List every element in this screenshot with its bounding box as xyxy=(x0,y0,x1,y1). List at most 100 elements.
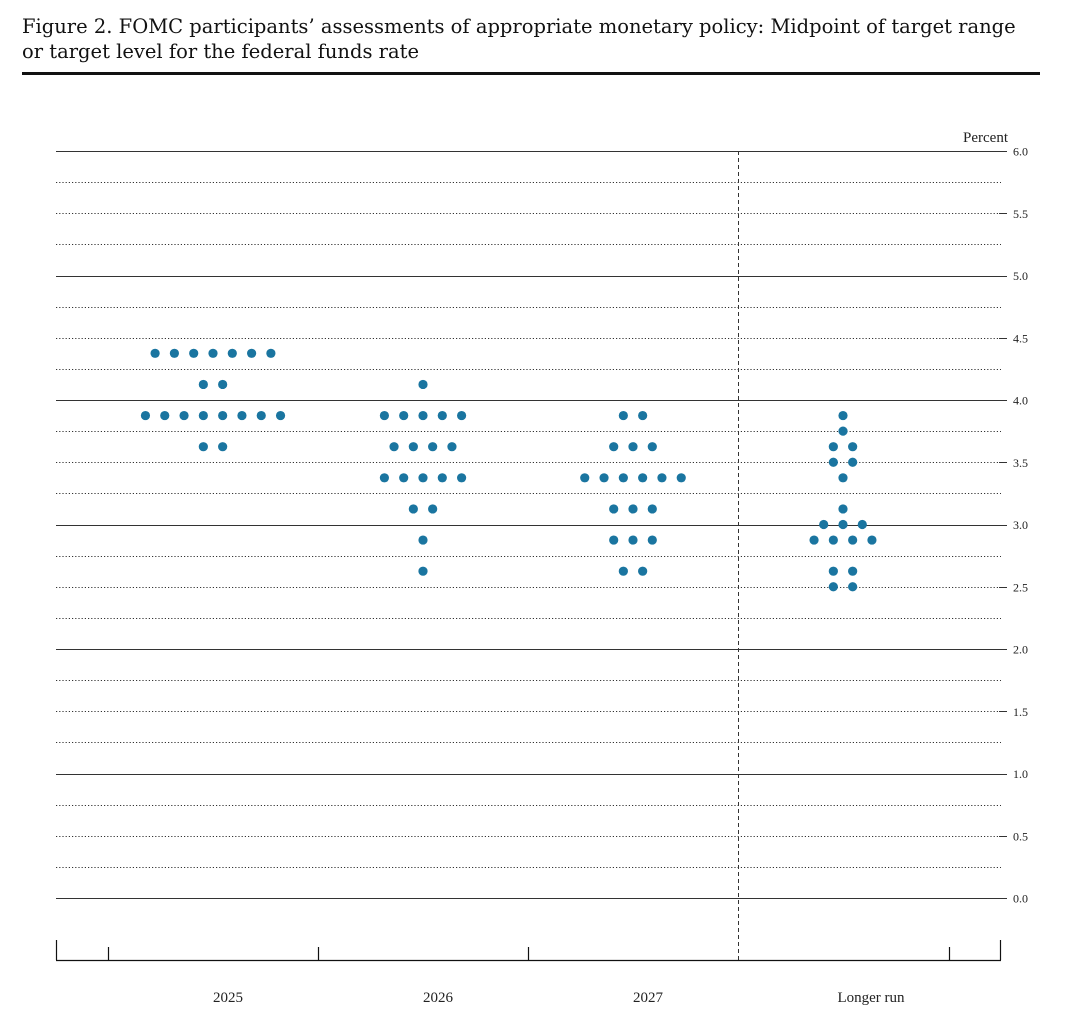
data-dot xyxy=(418,566,428,576)
data-dot xyxy=(437,410,447,421)
data-dot xyxy=(848,457,858,467)
data-dot xyxy=(198,442,208,452)
data-dot xyxy=(848,566,858,576)
data-dot xyxy=(399,473,409,483)
x-category-label: 2025 xyxy=(213,990,243,1006)
data-dot xyxy=(828,535,838,545)
data-dot xyxy=(256,410,266,421)
data-dot xyxy=(580,473,590,483)
data-dot xyxy=(418,535,428,545)
data-dot xyxy=(828,457,838,467)
data-dot xyxy=(408,504,418,514)
data-dot xyxy=(399,410,409,421)
y-tick-label: 4.0 xyxy=(1013,394,1028,408)
data-dot xyxy=(828,442,838,452)
data-dot xyxy=(599,473,609,483)
data-dot xyxy=(838,426,848,436)
data-dot xyxy=(218,379,228,390)
axes xyxy=(55,151,1002,962)
data-dot xyxy=(809,535,819,545)
data-dot xyxy=(638,410,648,421)
data-dot xyxy=(379,410,389,421)
data-dot xyxy=(160,410,170,421)
data-dot xyxy=(848,535,858,545)
data-dot xyxy=(838,504,848,514)
data-dot xyxy=(275,410,286,421)
data-dot xyxy=(638,473,648,483)
data-dot xyxy=(198,410,208,421)
x-category-label: 2027 xyxy=(633,990,664,1006)
data-dot xyxy=(247,348,257,358)
data-dot xyxy=(140,410,151,421)
gridlines xyxy=(56,151,1007,899)
data-dot xyxy=(838,473,848,483)
data-dot xyxy=(819,519,829,530)
data-dot xyxy=(379,473,389,483)
y-tick-label: 0.5 xyxy=(1013,829,1028,843)
y-tick-label: 0.0 xyxy=(1013,892,1028,906)
y-tick-label: 2.0 xyxy=(1013,643,1028,657)
data-dot xyxy=(676,473,686,483)
data-dot xyxy=(828,582,838,592)
data-dot xyxy=(618,566,628,576)
data-dot xyxy=(647,504,657,514)
data-dot xyxy=(418,410,428,421)
data-dot xyxy=(218,442,228,452)
data-dot xyxy=(857,519,867,530)
data-points xyxy=(140,348,877,592)
data-dot xyxy=(867,535,877,545)
data-dot xyxy=(437,473,447,483)
data-dot xyxy=(609,504,619,514)
data-dot xyxy=(218,410,228,421)
data-dot xyxy=(609,535,619,545)
data-dot xyxy=(418,473,428,483)
data-dot xyxy=(447,442,457,452)
data-dot xyxy=(657,473,667,483)
data-dot xyxy=(418,379,428,390)
data-dot xyxy=(227,348,237,358)
labels: Percent 0.0 0.5 1.0 1.5 2.0 2.5 3.0 3.5 4.0 4.5 5.… xyxy=(213,130,1028,1006)
data-dot xyxy=(838,410,848,421)
x-category-label: 2026 xyxy=(423,990,454,1006)
data-dot xyxy=(828,566,838,576)
y-tick-label: 1.5 xyxy=(1013,705,1028,719)
y-tick-label: 3.0 xyxy=(1013,518,1028,532)
data-dot xyxy=(628,442,638,452)
y-tick-label: 6.0 xyxy=(1013,145,1028,159)
data-dot xyxy=(838,519,848,530)
data-dot xyxy=(389,442,399,452)
y-tick-label: 2.5 xyxy=(1013,580,1028,594)
data-dot xyxy=(198,379,208,390)
data-dot xyxy=(647,442,657,452)
data-dot xyxy=(628,504,638,514)
data-dot xyxy=(408,442,418,452)
y-tick-label: 3.5 xyxy=(1013,456,1028,470)
y-tick-label: 5.0 xyxy=(1013,269,1028,283)
data-dot xyxy=(618,410,628,421)
data-dot xyxy=(609,442,619,452)
y-tick-label: 1.0 xyxy=(1013,767,1028,781)
data-dot xyxy=(848,582,858,592)
y-tick-label: 4.5 xyxy=(1013,331,1028,345)
data-dot xyxy=(169,348,179,358)
data-dot xyxy=(237,410,247,421)
data-dot xyxy=(647,535,657,545)
title-rule xyxy=(22,72,1040,75)
x-category-label: Longer run xyxy=(837,990,905,1006)
data-dot xyxy=(428,504,438,514)
data-dot xyxy=(189,348,199,358)
data-dot xyxy=(266,348,276,358)
data-dot xyxy=(628,535,638,545)
figure-title: Figure 2. FOMC participants’ assessments… xyxy=(22,15,1016,63)
data-dot xyxy=(150,348,160,358)
y-tick-label: 5.5 xyxy=(1013,207,1028,221)
y-axis-label: Percent xyxy=(963,130,1009,146)
data-dot xyxy=(457,473,467,483)
data-dot xyxy=(428,442,438,452)
data-dot xyxy=(208,348,218,358)
data-dot xyxy=(457,410,467,421)
data-dot xyxy=(848,442,858,452)
data-dot xyxy=(179,410,189,421)
data-dot xyxy=(638,566,648,576)
